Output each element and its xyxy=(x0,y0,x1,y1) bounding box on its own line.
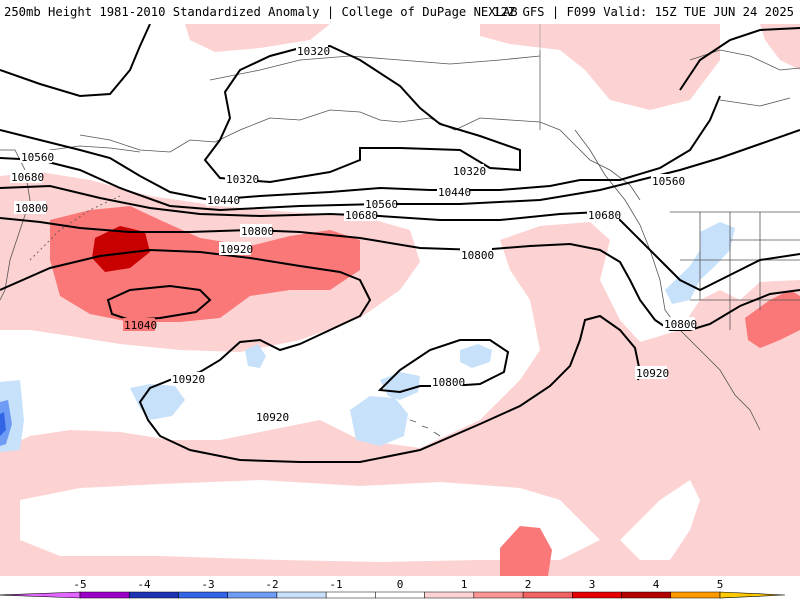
anomaly-pos-region xyxy=(185,24,330,52)
colorbar-segment xyxy=(522,591,573,599)
colorbar-segment xyxy=(325,591,376,599)
anomaly-neg-region xyxy=(380,372,420,400)
anomaly-shading xyxy=(0,24,800,576)
contour-label: 10440 xyxy=(207,194,240,207)
colorbar-segment xyxy=(276,591,327,599)
colorbar-segment xyxy=(375,591,425,599)
anomaly-neg-region xyxy=(0,412,6,436)
contour-label: 10320 xyxy=(226,173,259,186)
colorbar-segment xyxy=(128,591,179,599)
contour-label: 10560 xyxy=(365,198,398,211)
colorbar-segment xyxy=(670,591,721,599)
anomaly-neutral-region xyxy=(20,480,600,562)
contour-label: 10680 xyxy=(11,171,44,184)
contour-label: 10800 xyxy=(15,202,48,215)
map-title: 250mb Height 1981-2010 Standardized Anom… xyxy=(4,5,518,19)
contour-10440-west xyxy=(0,129,141,177)
contour-10920 xyxy=(0,248,642,463)
colorbar-legend: -5 -4 -3 -2 -1 0 1 2 3 4 5 xyxy=(0,576,800,600)
contour-label: 10800 xyxy=(461,249,494,262)
colorbar-svg: -5 -4 -3 -2 -1 0 1 2 3 4 5 xyxy=(0,578,786,599)
contour-10800 xyxy=(0,217,800,331)
coastline-alaska-north xyxy=(209,55,541,81)
model-run-info: 12Z GFS | F099 Valid: 15Z TUE JUN 24 202… xyxy=(493,5,794,19)
anomaly-map: 10320 10320 10320 10440 10440 10560 1056… xyxy=(0,24,800,576)
contour-10560 xyxy=(0,129,800,212)
colorbar-tick-label: 0 xyxy=(397,578,404,591)
anomaly-neg-region xyxy=(460,344,492,368)
anomaly-neg-region xyxy=(245,344,266,368)
anomaly-pos-region xyxy=(92,226,150,272)
colorbar-segment xyxy=(178,591,228,599)
colorbar-segment xyxy=(424,591,475,599)
anomaly-neutral-region xyxy=(620,480,700,560)
height-contours xyxy=(0,24,800,463)
map-header: 250mb Height 1981-2010 Standardized Anom… xyxy=(0,0,800,24)
contour-label: 10320 xyxy=(453,165,486,178)
anomaly-pos-region xyxy=(500,526,552,576)
colorbar-segment xyxy=(572,591,622,599)
anomaly-pos-region xyxy=(480,24,720,110)
colorbar-tick-label: -3 xyxy=(201,578,214,591)
anomaly-pos-region xyxy=(745,290,800,348)
contour-10320 xyxy=(203,44,521,184)
hawaii-islands xyxy=(409,419,441,437)
colorbar-segment xyxy=(473,591,524,599)
contour-label: 10800 xyxy=(241,225,274,238)
contour-label: 10920 xyxy=(256,411,289,424)
contour-label: 11040 xyxy=(124,319,157,332)
anomaly-neg-region xyxy=(0,400,12,446)
colorbar-arrow-right xyxy=(719,591,786,599)
anomaly-pos-region xyxy=(760,24,800,70)
contour-labels: 10320 10320 10320 10440 10440 10560 1056… xyxy=(10,44,697,424)
colorbar-tick-label: -1 xyxy=(329,578,342,591)
colorbar-arrow-left xyxy=(0,591,81,599)
colorbar-tick-label: 3 xyxy=(589,578,596,591)
coastline-alaska xyxy=(79,109,641,201)
contour-11040 xyxy=(106,284,212,322)
anomaly-neg-region xyxy=(350,396,408,446)
colorbar-tick-label: 1 xyxy=(461,578,468,591)
colorbar-tick-label: -4 xyxy=(137,578,151,591)
contour-label: 10680 xyxy=(588,209,621,222)
contour-label: 10680 xyxy=(345,209,378,222)
contour-label: 10440 xyxy=(438,186,471,199)
anomaly-neg-region xyxy=(130,384,185,420)
contour-label: 10920 xyxy=(636,367,669,380)
colorbar-segment xyxy=(621,591,672,599)
colorbar-segment xyxy=(79,591,130,599)
colorbar-tick-label: 4 xyxy=(653,578,660,591)
contour-label: 10560 xyxy=(21,151,54,164)
contour-10320-east xyxy=(679,27,800,91)
contour-label: 10920 xyxy=(172,373,205,386)
contour-label: 10560 xyxy=(652,175,685,188)
contour-label: 10800 xyxy=(664,318,697,331)
colorbar-tick-label: -5 xyxy=(73,578,86,591)
kuril-islands xyxy=(29,195,121,261)
contour-10320-north xyxy=(0,24,151,98)
colorbar-tick-label: -2 xyxy=(265,578,278,591)
contour-label: 10920 xyxy=(220,243,253,256)
contour-label: 10800 xyxy=(432,376,465,389)
colorbar-tick-label: 5 xyxy=(717,578,724,591)
colorbar-tick-label: 2 xyxy=(525,578,532,591)
contour-10680 xyxy=(0,184,800,292)
contour-10800-south xyxy=(377,339,510,394)
colorbar-segment xyxy=(227,591,278,599)
contour-label: 10320 xyxy=(297,45,330,58)
coastline-kamchatka xyxy=(0,149,31,301)
